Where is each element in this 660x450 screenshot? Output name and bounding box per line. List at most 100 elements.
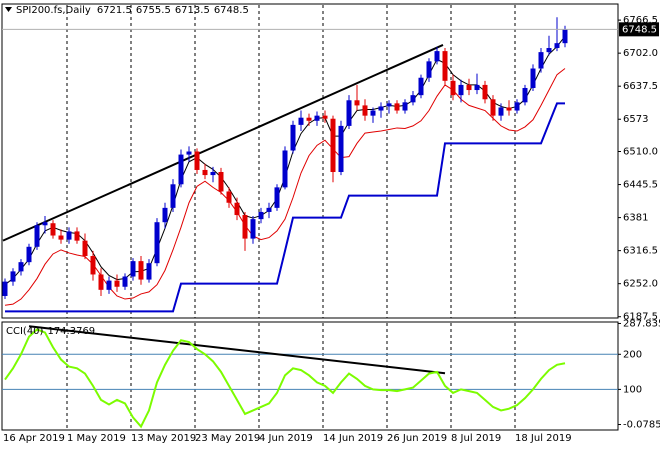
- candle-body: [538, 52, 544, 69]
- candle-body: [210, 172, 216, 176]
- candle-body: [498, 107, 504, 116]
- candle-body: [250, 219, 256, 239]
- cci-line: [4, 328, 566, 429]
- candle-body: [546, 48, 552, 53]
- x-tick-label: 13 May 2019: [131, 433, 196, 444]
- candle-body: [234, 202, 240, 216]
- candle-body: [506, 107, 512, 111]
- candle-body: [90, 256, 96, 275]
- candle-body: [138, 261, 144, 280]
- y-tick-label: 6316.5: [623, 246, 658, 257]
- x-tick-label: 14 Jun 2019: [323, 433, 383, 444]
- candle-body: [450, 80, 456, 96]
- trendline: [28, 325, 446, 375]
- candle-body: [242, 215, 248, 239]
- candle-body: [282, 150, 288, 188]
- y-tick-label: 6766.5: [623, 15, 658, 26]
- candle-body: [218, 172, 224, 192]
- header-close: 6748.5: [214, 5, 249, 16]
- candle-body: [146, 263, 152, 280]
- y-tick-label: 6510.0: [623, 147, 658, 158]
- indicator-line: [4, 68, 566, 306]
- cci-name: CCI(40): [6, 326, 44, 337]
- candle-body: [226, 191, 232, 203]
- x-tick-label: 16 Apr 2019: [3, 433, 65, 444]
- candle-body: [394, 103, 400, 111]
- candle-body: [474, 84, 480, 91]
- candle-body: [338, 125, 344, 173]
- candle-body: [274, 187, 280, 208]
- candle-body: [82, 240, 88, 257]
- y-tick-label: 6381: [623, 213, 648, 224]
- candle-body: [34, 225, 40, 247]
- candle-body: [42, 222, 48, 226]
- current-price-label: 6748.5: [622, 24, 657, 35]
- y-tick-label: 6702.0: [623, 48, 658, 59]
- y-tick-label: 200: [623, 349, 642, 360]
- x-tick-label: 1 May 2019: [67, 433, 126, 444]
- candle-body: [434, 51, 440, 62]
- candle-body: [18, 262, 24, 272]
- candle-body: [466, 84, 472, 91]
- candle-body: [66, 231, 72, 240]
- y-tick-label: 6573: [623, 114, 648, 125]
- candle-body: [306, 117, 312, 121]
- candle-body: [98, 274, 104, 290]
- candle-body: [186, 151, 192, 155]
- current-price-box: [619, 22, 659, 37]
- candle-body: [346, 100, 352, 126]
- chart-header: SPI200.fs,Daily 6721.5 6755.5 6713.5 6748.5: [16, 5, 249, 16]
- y-tick-label: 6445.5: [623, 180, 658, 191]
- y-tick-label: 287.8357: [623, 318, 660, 329]
- candle-body: [514, 102, 520, 111]
- candle-body: [154, 222, 160, 264]
- y-tick-label: -0.0785: [623, 420, 660, 431]
- candle-body: [418, 77, 424, 96]
- candle-body: [106, 280, 112, 290]
- candle-body: [378, 106, 384, 111]
- candle-body: [258, 211, 264, 220]
- candle-body: [522, 87, 528, 103]
- y-tick-label: 6187.5: [623, 312, 658, 323]
- candle-body: [402, 102, 408, 111]
- cci-last: 174.3769: [47, 326, 95, 337]
- candle-body: [130, 261, 136, 277]
- y-tick-label: 6252.0: [623, 279, 658, 290]
- candle-body: [2, 281, 8, 296]
- candle-body: [330, 118, 336, 173]
- x-tick-label: 23 May 2019: [195, 433, 260, 444]
- cci-panel: [1, 321, 619, 431]
- header-open: 6721.5: [97, 5, 132, 16]
- indicator-line: [5, 102, 565, 313]
- candle-body: [162, 207, 168, 223]
- candle-body: [290, 124, 296, 151]
- candle-body: [50, 223, 56, 236]
- candle-body: [314, 115, 320, 121]
- candle-body: [26, 246, 32, 263]
- candle-body: [370, 110, 376, 116]
- candle-body: [426, 61, 432, 78]
- candle-body: [122, 276, 128, 287]
- candle-body: [442, 51, 448, 81]
- candle-body: [170, 184, 176, 208]
- candle-body: [298, 117, 304, 125]
- candle-body: [490, 99, 496, 116]
- candle-body: [178, 154, 184, 185]
- candle-body: [74, 231, 80, 241]
- menu-icon: [5, 7, 12, 12]
- x-tick-label: 4 Jun 2019: [259, 433, 313, 444]
- candle-body: [386, 103, 392, 107]
- candle-body: [194, 151, 200, 170]
- candle-body: [58, 235, 64, 240]
- x-tick-label: 18 Jul 2019: [515, 433, 572, 444]
- candle-body: [114, 280, 120, 287]
- header-low: 6713.5: [175, 5, 210, 16]
- candle-body: [458, 84, 464, 96]
- trendline: [2, 44, 444, 242]
- candle-body: [202, 169, 208, 176]
- x-tick-label: 8 Jul 2019: [451, 433, 501, 444]
- candle-body: [554, 43, 560, 49]
